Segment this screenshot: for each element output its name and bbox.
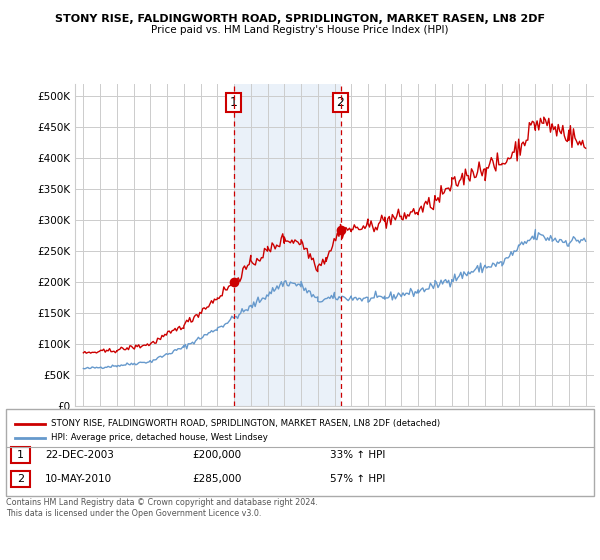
Text: HPI: Average price, detached house, West Lindsey: HPI: Average price, detached house, West…	[51, 433, 268, 442]
Text: 57% ↑ HPI: 57% ↑ HPI	[330, 474, 385, 484]
Bar	[233, 84, 341, 406]
Text: 22-DEC-2003: 22-DEC-2003	[45, 450, 114, 460]
Text: STONY RISE, FALDINGWORTH ROAD, SPRIDLINGTON, MARKET RASEN, LN8 2DF (detached): STONY RISE, FALDINGWORTH ROAD, SPRIDLING…	[51, 419, 440, 428]
Text: Contains HM Land Registry data © Crown copyright and database right 2024.
This d: Contains HM Land Registry data © Crown c…	[6, 498, 318, 518]
Text: 2: 2	[337, 96, 344, 109]
Text: 2: 2	[17, 474, 24, 484]
Text: Price paid vs. HM Land Registry's House Price Index (HPI): Price paid vs. HM Land Registry's House …	[151, 25, 449, 35]
Text: STONY RISE, FALDINGWORTH ROAD, SPRIDLINGTON, MARKET RASEN, LN8 2DF: STONY RISE, FALDINGWORTH ROAD, SPRIDLING…	[55, 14, 545, 24]
Text: 1: 1	[17, 450, 24, 460]
Text: 33% ↑ HPI: 33% ↑ HPI	[330, 450, 385, 460]
Text: £285,000: £285,000	[192, 474, 241, 484]
Text: 10-MAY-2010: 10-MAY-2010	[45, 474, 112, 484]
Text: 1: 1	[230, 96, 238, 109]
Text: £200,000: £200,000	[192, 450, 241, 460]
